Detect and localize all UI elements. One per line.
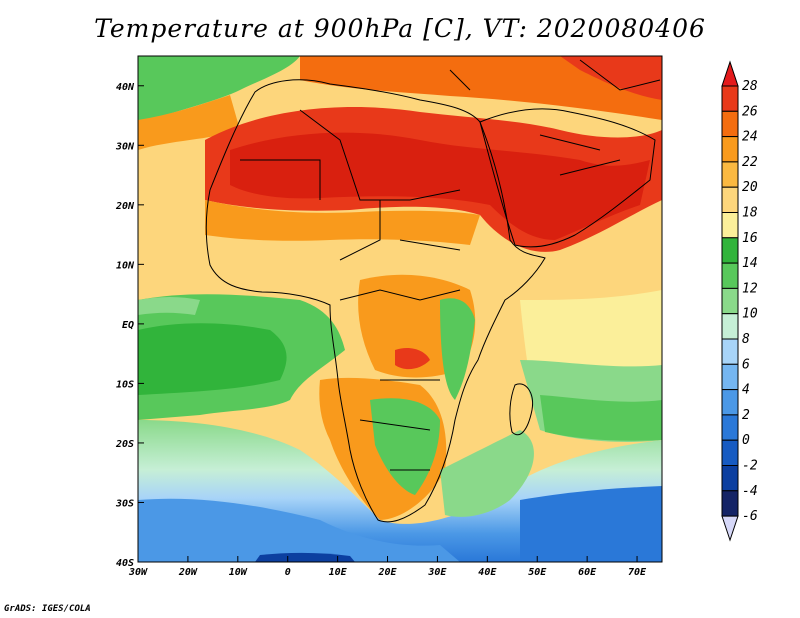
colorbar-label: -4 <box>742 484 758 499</box>
temperature-field <box>138 56 662 562</box>
colorbar-label: -2 <box>742 459 758 474</box>
colorbar-swatch <box>721 414 739 441</box>
colorbar-swatch <box>721 439 739 467</box>
x-tick-label: 10E <box>329 567 348 578</box>
colorbar-label: 6 <box>742 357 750 372</box>
colorbar-label: 14 <box>742 256 758 271</box>
y-tick-label: 30N <box>115 141 135 152</box>
grads-credit: GrADS: IGES/COLA <box>4 604 91 614</box>
colorbar-top-arrow <box>721 60 739 87</box>
coastline-outlines <box>205 59 661 523</box>
colorbar-swatch <box>721 490 739 517</box>
map-title: Temperature at 900hPa [C], VT: 202008040… <box>94 14 706 43</box>
x-tick-label: 0 <box>285 567 291 578</box>
x-tick-label: 30W <box>128 567 148 578</box>
x-tick-label: 10W <box>229 567 248 578</box>
x-tick-label: 60E <box>578 567 597 578</box>
y-tick-label: 20S <box>115 439 134 450</box>
plot-frame <box>137 55 663 563</box>
axis-ticks: 30W 20W 10W 0 10E 20E 30E 40E 50E 60E 70E 40N 30N 20N… <box>115 82 647 578</box>
colorbar-swatch <box>721 262 739 289</box>
colorbar-swatch <box>721 85 739 112</box>
colorbar-label: 28 <box>742 79 758 94</box>
y-tick-label: 30S <box>115 498 134 509</box>
colorbar-label: -6 <box>742 509 758 524</box>
colorbar-label: 20 <box>742 180 758 195</box>
colorbar-swatch <box>721 186 739 213</box>
colorbar-label: 10 <box>742 307 758 322</box>
colorbar-label: 16 <box>742 231 758 246</box>
x-tick-label: 50E <box>528 567 547 578</box>
colorbar-label: 22 <box>742 155 758 170</box>
colorbar-swatch <box>721 237 739 264</box>
colorbar-label: 8 <box>742 332 750 347</box>
colorbar-swatch <box>721 110 739 138</box>
y-tick-label: 40N <box>116 82 135 93</box>
colorbar-swatch <box>721 313 739 340</box>
x-tick-label: 30E <box>427 567 447 578</box>
colorbar-label: 12 <box>742 281 758 296</box>
y-tick-label: EQ <box>122 320 134 331</box>
colorbar-label: 4 <box>742 383 750 398</box>
x-tick-label: 40E <box>478 567 497 578</box>
colorbar-swatch <box>721 136 739 163</box>
colorbar-swatch <box>721 161 739 188</box>
colorbar-label: 24 <box>742 130 758 145</box>
colorbar-swatch <box>721 389 739 416</box>
colorbar-swatch <box>721 338 739 365</box>
colorbar-label: 2 <box>742 408 750 423</box>
y-tick-label: 20N <box>115 201 135 212</box>
x-tick-label: 70E <box>628 567 647 578</box>
y-tick-label: 10S <box>116 379 134 390</box>
y-tick-label: 40S <box>116 558 134 569</box>
colorbar-swatch <box>721 465 739 492</box>
x-tick-label: 20W <box>178 567 198 578</box>
colorbar-swatch <box>721 287 739 315</box>
y-tick-label: 10N <box>116 260 135 271</box>
colorbar-swatch <box>721 363 739 391</box>
colorbar-bottom-arrow <box>721 515 739 542</box>
colorbar-swatch <box>721 212 739 239</box>
colorbar-label: 26 <box>742 104 758 119</box>
colorbar-label: 0 <box>742 433 750 448</box>
x-tick-label: 20E <box>377 567 397 578</box>
colorbar-label: 18 <box>742 206 758 221</box>
